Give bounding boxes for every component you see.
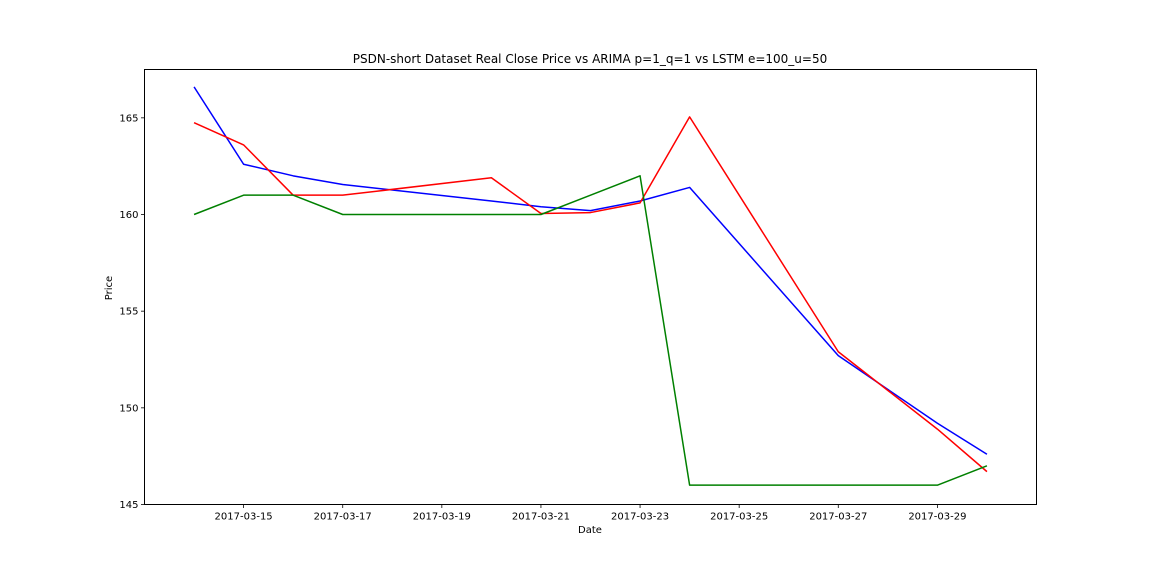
x-tick-label: 2017-03-23 <box>611 512 669 523</box>
x-tick-label: 2017-03-29 <box>908 512 966 523</box>
y-tick-label: 150 <box>119 403 138 414</box>
series-line-1 <box>193 86 988 455</box>
chart-title: PSDN-short Dataset Real Close Price vs A… <box>353 52 827 66</box>
x-axis-label: Date <box>578 525 602 536</box>
y-tick-label: 145 <box>119 500 138 511</box>
plot-frame <box>144 69 1037 505</box>
x-tick-label: 2017-03-17 <box>314 512 372 523</box>
y-tick-label: 165 <box>119 113 138 124</box>
y-axis-label: Price <box>104 276 115 300</box>
y-tick-label: 160 <box>119 210 138 221</box>
series-line-3 <box>193 175 988 486</box>
series-line-2 <box>193 116 988 473</box>
x-tick-label: 2017-03-15 <box>215 512 273 523</box>
x-tick-label: 2017-03-25 <box>710 512 768 523</box>
y-tick-label: 155 <box>119 307 138 318</box>
x-tick-label: 2017-03-21 <box>512 512 570 523</box>
x-tick-label: 2017-03-27 <box>809 512 867 523</box>
x-tick-label: 2017-03-19 <box>413 512 471 523</box>
